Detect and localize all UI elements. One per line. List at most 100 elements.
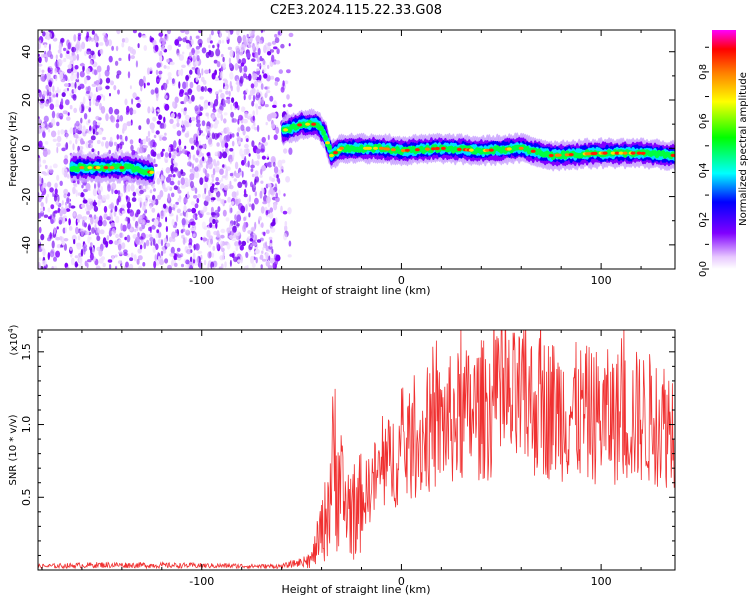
noise-speckle [84, 260, 88, 267]
noise-speckle [57, 194, 60, 203]
noise-speckle [168, 174, 173, 178]
noise-speckle [116, 119, 120, 123]
noise-speckle [40, 207, 43, 211]
noise-speckle [111, 45, 114, 51]
noise-speckle [113, 141, 118, 146]
noise-speckle [260, 30, 264, 34]
noise-speckle [160, 46, 166, 51]
noise-speckle [243, 94, 246, 101]
noise-speckle [166, 58, 170, 63]
noise-speckle [259, 55, 263, 62]
noise-speckle [145, 239, 150, 247]
noise-speckle [254, 178, 257, 186]
noise-speckle [195, 49, 198, 57]
noise-speckle [287, 254, 292, 258]
noise-speckle [267, 86, 271, 90]
colorbar-tick-label: 0.6 [698, 113, 709, 129]
noise-speckle [69, 56, 73, 61]
noise-speckle [230, 103, 233, 111]
noise-speckle [44, 141, 49, 145]
snr-ylabel: SNR (10 * v/v) [8, 414, 19, 485]
noise-speckle [245, 126, 251, 132]
noise-speckle [192, 252, 196, 260]
noise-speckle [137, 248, 142, 254]
noise-speckle [195, 122, 201, 128]
noise-speckle [86, 31, 90, 39]
noise-speckle [234, 161, 239, 170]
noise-speckle [146, 82, 150, 86]
noise-speckle [241, 179, 246, 185]
noise-speckle [155, 130, 160, 135]
noise-speckle [127, 46, 131, 52]
noise-speckle [276, 48, 280, 55]
noise-speckle [89, 252, 94, 261]
noise-speckle [75, 263, 79, 267]
noise-speckle [265, 260, 270, 267]
noise-speckle [167, 72, 172, 78]
noise-speckle [159, 55, 163, 62]
noise-speckle [166, 65, 171, 70]
noise-speckle [54, 104, 60, 108]
noise-speckle [261, 136, 266, 143]
noise-speckle [164, 152, 169, 158]
noise-speckle [59, 244, 64, 248]
noise-speckle [50, 218, 54, 225]
noise-speckle [188, 51, 193, 59]
ridge-peak [385, 147, 390, 151]
noise-speckle [162, 183, 166, 190]
noise-speckle [135, 213, 139, 218]
noise-speckle [88, 54, 92, 59]
noise-speckle [220, 228, 226, 234]
ridge-cell [321, 130, 326, 136]
noise-speckle [226, 36, 229, 40]
spectrogram-frame [37, 29, 676, 270]
noise-speckle [82, 220, 86, 227]
noise-speckle [150, 89, 155, 95]
noise-speckle [137, 197, 143, 203]
noise-speckle [160, 212, 164, 220]
noise-speckle [91, 247, 95, 255]
noise-speckle [150, 241, 153, 246]
noise-speckle [97, 86, 100, 92]
noise-speckle [76, 242, 82, 250]
noise-speckle [41, 260, 47, 266]
noise-speckle [258, 39, 263, 45]
noise-speckle [98, 72, 101, 79]
noise-speckle [219, 71, 224, 79]
noise-speckle [247, 202, 250, 206]
colorbar-gradient [712, 30, 736, 269]
colorbar-ticks: 0.0 0.2 0.4 0.6 0.8 [698, 46, 709, 277]
noise-speckle [91, 227, 96, 234]
noise-speckle [245, 204, 248, 212]
noise-speckle [176, 208, 181, 214]
noise-speckle [139, 244, 143, 250]
noise-speckle [69, 247, 73, 251]
noise-speckle [261, 165, 267, 172]
noise-speckle [63, 83, 69, 87]
noise-speckle [190, 227, 196, 232]
noise-speckle [209, 101, 213, 108]
noise-speckle [242, 224, 247, 233]
noise-speckle [94, 223, 97, 231]
noise-speckle [245, 251, 249, 258]
noise-speckle [219, 30, 222, 38]
noise-speckle [67, 87, 69, 91]
noise-speckle [223, 112, 228, 116]
noise-speckle [222, 151, 228, 159]
noise-speckle [38, 56, 42, 63]
noise-speckle [55, 201, 60, 206]
noise-speckle [83, 113, 88, 120]
colorbar-label: Normalized spectral amplitude [738, 72, 749, 226]
noise-speckle [201, 68, 204, 76]
noise-speckle [208, 88, 213, 94]
snr-xlabel: Height of straight line (km) [281, 583, 430, 596]
noise-speckle [230, 201, 235, 205]
noise-speckle [207, 251, 212, 259]
noise-speckle [181, 120, 184, 127]
noise-speckle [136, 103, 141, 108]
noise-speckle [156, 110, 159, 117]
noise-speckle [40, 233, 45, 241]
noise-speckle [139, 147, 144, 154]
noise-speckle [163, 203, 167, 209]
noise-speckle [82, 64, 85, 72]
